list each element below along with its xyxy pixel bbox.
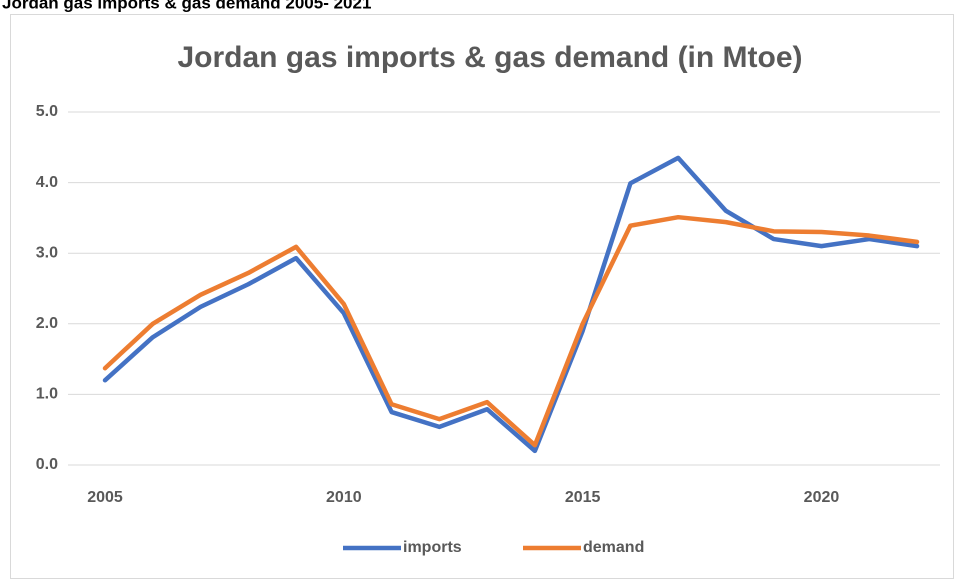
heading: Jordan gas imports & gas demand 2005- 20… (2, 0, 371, 12)
line-series (102, 214, 920, 448)
x-tick-label: 2010 (326, 489, 362, 506)
y-tick-label: 0.0 (36, 456, 58, 473)
y-tick-label: 4.0 (36, 174, 58, 191)
line-series (102, 155, 920, 454)
x-tick-label: 2020 (804, 489, 840, 506)
x-tick-label: 2005 (87, 489, 123, 506)
y-tick-label: 5.0 (36, 103, 58, 120)
y-tick-label: 1.0 (36, 386, 58, 403)
chart-frame (10, 14, 954, 579)
chart-title: Jordan gas imports & gas demand (in Mtoe… (177, 41, 802, 74)
y-tick-label: 3.0 (36, 244, 58, 261)
legend-label: demand (583, 539, 644, 556)
legend-label: imports (403, 539, 462, 556)
y-tick-label: 2.0 (36, 315, 58, 332)
x-tick-label: 2015 (565, 489, 601, 506)
